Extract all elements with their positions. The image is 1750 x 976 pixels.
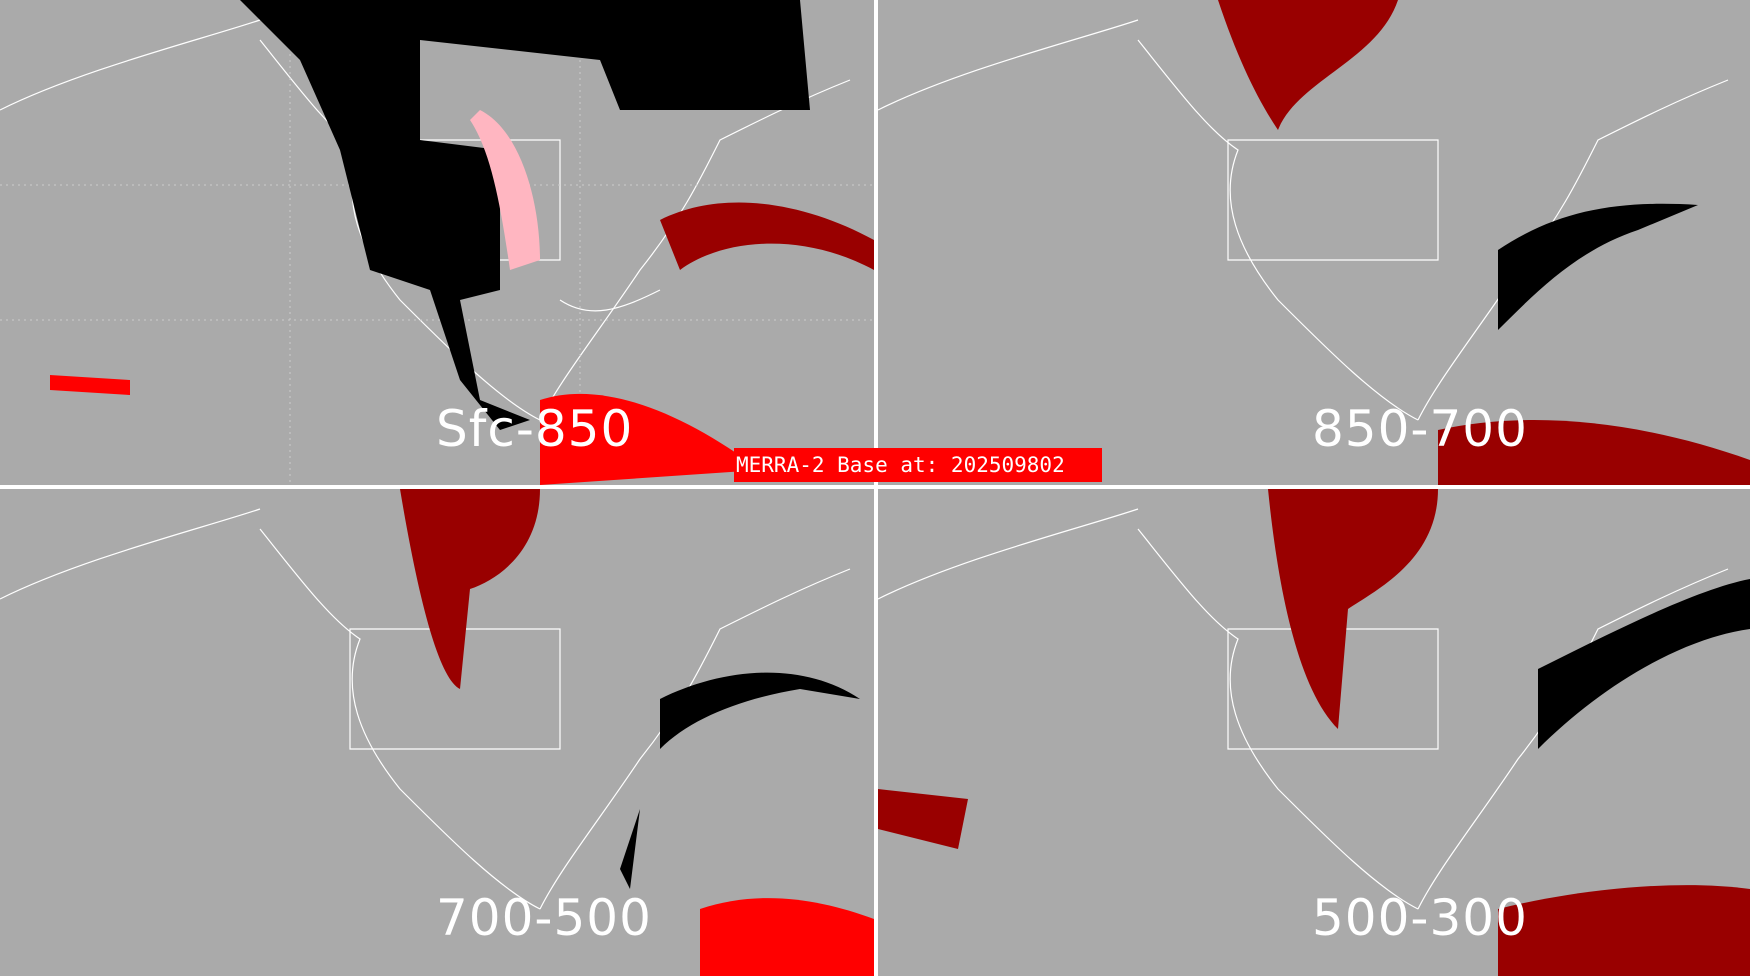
region-dark-red-south bbox=[1498, 885, 1750, 976]
title-banner: MERRA-2 Base at: 202509802 bbox=[734, 448, 1102, 482]
region-dark-red bbox=[400, 489, 540, 689]
region-red bbox=[540, 393, 760, 485]
horizontal-divider bbox=[0, 485, 1750, 489]
region-red-pacific bbox=[50, 375, 130, 395]
panel-label: 700-500 bbox=[436, 889, 652, 947]
region-pink bbox=[470, 110, 540, 270]
map-850-700 bbox=[878, 0, 1750, 485]
region-dark-red-pacific bbox=[878, 789, 968, 849]
region-black-south bbox=[620, 809, 640, 889]
panel-500-300: 500-300 bbox=[878, 489, 1750, 976]
region-red bbox=[700, 898, 874, 976]
region-dark-red bbox=[660, 202, 874, 270]
region-dark-red bbox=[1268, 489, 1438, 729]
coastlines bbox=[878, 508, 1729, 910]
panel-sfc-850: Sfc-850 bbox=[0, 0, 874, 485]
map-700-500 bbox=[0, 489, 874, 976]
map-sfc-850 bbox=[0, 0, 874, 485]
map-500-300 bbox=[878, 489, 1750, 976]
panel-label: 850-700 bbox=[1312, 400, 1528, 458]
panel-label: 500-300 bbox=[1312, 889, 1528, 947]
region-dark-red bbox=[1218, 0, 1398, 130]
region-black bbox=[1498, 203, 1698, 330]
panel-label: Sfc-850 bbox=[436, 400, 634, 458]
region-black bbox=[660, 672, 860, 749]
region-black bbox=[1538, 579, 1750, 749]
panel-850-700: 850-700 bbox=[878, 0, 1750, 485]
panel-700-500: 700-500 bbox=[0, 489, 874, 976]
coastlines bbox=[878, 19, 1729, 421]
region-dark-red-south bbox=[1438, 420, 1750, 485]
grid-lines bbox=[0, 0, 874, 485]
region-black bbox=[240, 0, 810, 430]
